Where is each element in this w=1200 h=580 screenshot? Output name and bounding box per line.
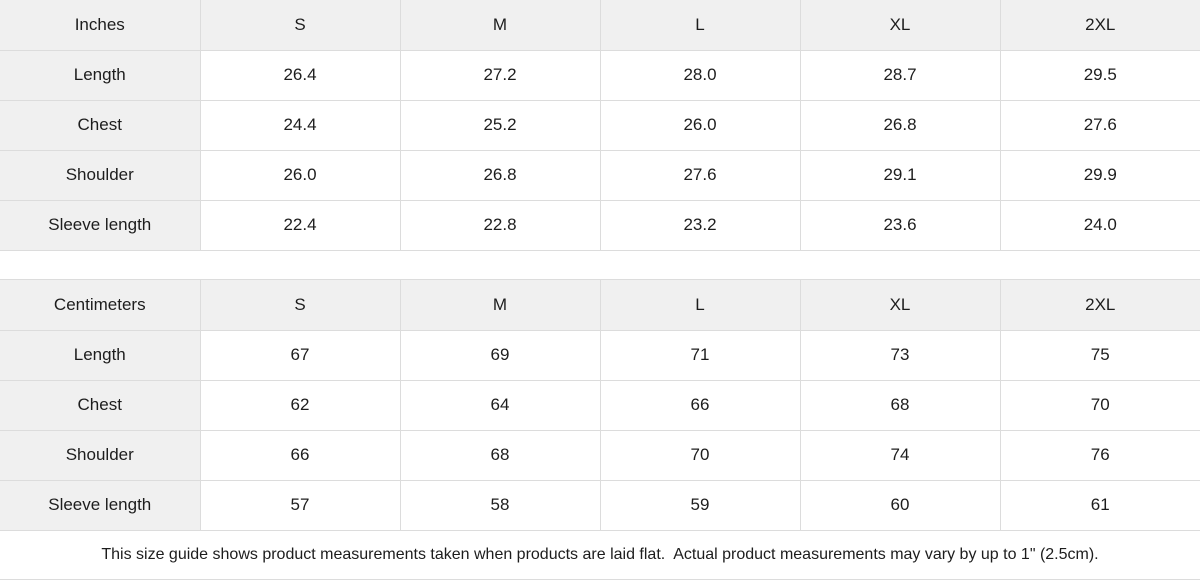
table-cell: 23.2 [599, 199, 801, 251]
table-cell: 29.9 [999, 149, 1200, 201]
size-guide-disclaimer: This size guide shows product measuremen… [0, 530, 1200, 580]
table-cell: 69 [399, 329, 601, 381]
centimeters-header-row: Centimeters S M L XL 2XL [0, 279, 1200, 331]
inches-header-row: Inches S M L XL 2XL [0, 0, 1200, 51]
table-cell: 61 [999, 479, 1200, 531]
table-row-shoulder: Shoulder 26.0 26.8 27.6 29.1 29.9 [0, 149, 1200, 201]
table-cell: 24.0 [999, 199, 1200, 251]
inches-size-table: Inches S M L XL 2XL Length 26.4 27.2 28.… [0, 0, 1200, 251]
size-header-m: M [399, 279, 601, 331]
size-header-xl: XL [799, 279, 1001, 331]
size-header-2xl: 2XL [999, 0, 1200, 51]
table-row-chest: Chest 24.4 25.2 26.0 26.8 27.6 [0, 99, 1200, 151]
table-cell: 64 [399, 379, 601, 431]
table-cell: 57 [199, 479, 401, 531]
row-label-length: Length [0, 49, 201, 101]
table-cell: 27.6 [599, 149, 801, 201]
row-label-sleeve-length: Sleeve length [0, 199, 201, 251]
table-cell: 28.7 [799, 49, 1001, 101]
row-label-shoulder: Shoulder [0, 149, 201, 201]
table-cell: 75 [999, 329, 1200, 381]
table-cell: 66 [199, 429, 401, 481]
table-cell: 59 [599, 479, 801, 531]
table-cell: 68 [399, 429, 601, 481]
table-row-sleeve-length: Sleeve length 57 58 59 60 61 [0, 479, 1200, 531]
size-header-l: L [599, 0, 801, 51]
row-label-sleeve-length: Sleeve length [0, 479, 201, 531]
table-cell: 28.0 [599, 49, 801, 101]
table-cell: 26.8 [799, 99, 1001, 151]
size-header-l: L [599, 279, 801, 331]
unit-header-centimeters: Centimeters [0, 279, 201, 331]
row-label-chest: Chest [0, 379, 201, 431]
size-header-2xl: 2XL [999, 279, 1200, 331]
table-row-sleeve-length: Sleeve length 22.4 22.8 23.2 23.6 24.0 [0, 199, 1200, 251]
table-cell: 58 [399, 479, 601, 531]
size-header-s: S [199, 279, 401, 331]
table-cell: 67 [199, 329, 401, 381]
table-row-chest: Chest 62 64 66 68 70 [0, 379, 1200, 431]
table-cell: 26.0 [599, 99, 801, 151]
size-header-xl: XL [799, 0, 1001, 51]
size-header-m: M [399, 0, 601, 51]
table-cell: 76 [999, 429, 1200, 481]
table-cell: 26.0 [199, 149, 401, 201]
row-label-shoulder: Shoulder [0, 429, 201, 481]
table-cell: 26.8 [399, 149, 601, 201]
table-cell: 70 [999, 379, 1200, 431]
table-cell: 27.2 [399, 49, 601, 101]
table-cell: 74 [799, 429, 1001, 481]
table-cell: 68 [799, 379, 1001, 431]
table-row-length: Length 67 69 71 73 75 [0, 329, 1200, 381]
size-header-s: S [199, 0, 401, 51]
table-cell: 29.1 [799, 149, 1001, 201]
table-cell: 23.6 [799, 199, 1001, 251]
table-cell: 73 [799, 329, 1001, 381]
table-row-length: Length 26.4 27.2 28.0 28.7 29.5 [0, 49, 1200, 101]
table-gap-spacer [0, 250, 1200, 280]
table-cell: 29.5 [999, 49, 1200, 101]
table-cell: 66 [599, 379, 801, 431]
table-cell: 62 [199, 379, 401, 431]
table-cell: 24.4 [199, 99, 401, 151]
row-label-length: Length [0, 329, 201, 381]
table-cell: 22.4 [199, 199, 401, 251]
table-cell: 22.8 [399, 199, 601, 251]
centimeters-size-table: Centimeters S M L XL 2XL Length 67 69 71… [0, 279, 1200, 531]
table-row-shoulder: Shoulder 66 68 70 74 76 [0, 429, 1200, 481]
table-cell: 27.6 [999, 99, 1200, 151]
table-cell: 70 [599, 429, 801, 481]
row-label-chest: Chest [0, 99, 201, 151]
table-cell: 25.2 [399, 99, 601, 151]
table-cell: 26.4 [199, 49, 401, 101]
table-cell: 60 [799, 479, 1001, 531]
table-cell: 71 [599, 329, 801, 381]
unit-header-inches: Inches [0, 0, 201, 51]
